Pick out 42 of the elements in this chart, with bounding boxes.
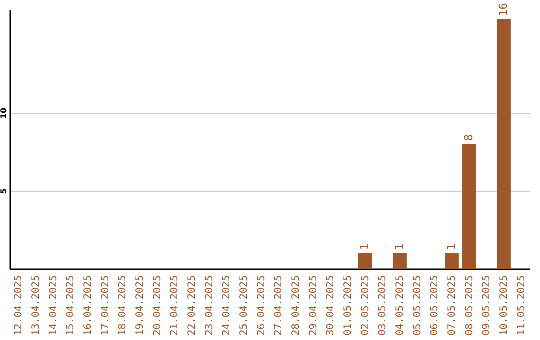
data-label: 1 xyxy=(445,244,458,250)
x-tick-label: 05.05.2025 xyxy=(412,276,424,336)
x-tick-label: 12.04.2025 xyxy=(14,276,25,336)
x-tick-label: 29.04.2025 xyxy=(308,276,320,336)
x-tick-label: 15.04.2025 xyxy=(66,276,77,336)
x-tick-label: 24.04.2025 xyxy=(222,276,233,336)
x-tick-label: 22.04.2025 xyxy=(187,276,198,336)
x-tick-label: 26.04.2025 xyxy=(256,276,268,336)
x-tick-label: 11.05.2025 xyxy=(516,276,528,336)
bar xyxy=(393,253,407,269)
x-tick-label: 28.04.2025 xyxy=(291,276,302,336)
x-tick-label: 14.04.2025 xyxy=(48,276,60,336)
bar xyxy=(358,253,372,269)
x-tick-label: 19.04.2025 xyxy=(135,276,146,336)
x-tick-label: 13.04.2025 xyxy=(31,276,42,336)
x-tick-label: 21.04.2025 xyxy=(170,276,181,336)
x-tick-label: 09.05.2025 xyxy=(482,276,493,336)
x-tick-label: 01.05.2025 xyxy=(343,276,354,336)
x-tick-label: 30.04.2025 xyxy=(326,276,337,336)
y-tick-label: 10 xyxy=(0,107,8,120)
bar xyxy=(497,19,511,269)
x-tick-label: 16.04.2025 xyxy=(83,276,94,336)
x-tick-label: 07.05.2025 xyxy=(447,276,458,336)
x-tick-label: 04.05.2025 xyxy=(395,276,406,336)
x-tick-label: 10.05.2025 xyxy=(499,276,510,336)
x-tick-label: 06.05.2025 xyxy=(430,276,441,336)
x-tick-label: 20.04.2025 xyxy=(152,276,164,336)
data-label: 16 xyxy=(497,3,510,16)
y-tick-label: 5 xyxy=(0,188,8,194)
x-tick-label: 08.05.2025 xyxy=(464,276,476,336)
data-label: 1 xyxy=(358,244,372,250)
x-tick-label: 18.04.2025 xyxy=(118,276,129,336)
x-tick-label: 23.04.2025 xyxy=(204,276,216,336)
x-tick-label: 02.05.2025 xyxy=(360,276,372,336)
bar xyxy=(445,253,459,269)
bar xyxy=(462,144,476,269)
x-tick-label: 17.04.2025 xyxy=(100,276,112,336)
data-label: 1 xyxy=(393,244,406,250)
data-label: 8 xyxy=(462,134,476,142)
x-tick-label: 03.05.2025 xyxy=(378,276,389,336)
x-tick-label: 25.04.2025 xyxy=(239,276,250,336)
x-tick-label: 27.04.2025 xyxy=(274,276,285,336)
